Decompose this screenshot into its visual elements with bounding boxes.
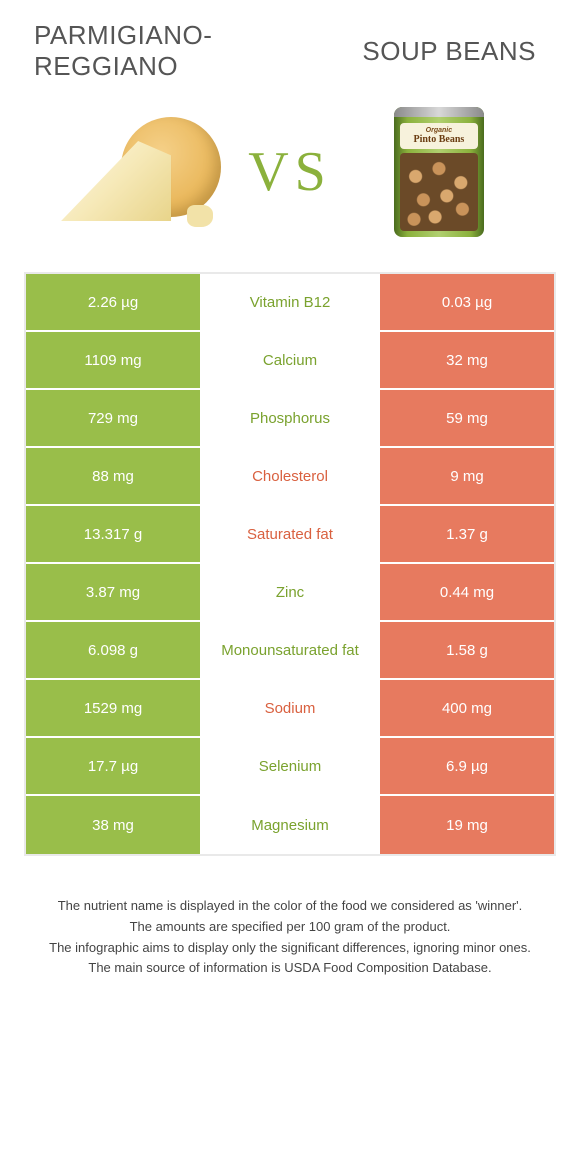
table-row: 1529 mgSodium400 mg [26, 680, 554, 738]
right-value: 19 mg [378, 796, 554, 854]
right-value: 32 mg [378, 332, 554, 388]
right-value: 0.44 mg [378, 564, 554, 620]
left-food-title: PARMIGIANO-REGGIANO [24, 20, 285, 82]
images-row: VS Organic Pinto Beans [24, 102, 556, 242]
right-value: 1.37 g [378, 506, 554, 562]
left-value: 6.098 g [26, 622, 202, 678]
nutrient-name: Saturated fat [202, 506, 378, 562]
table-row: 729 mgPhosphorus59 mg [26, 390, 554, 448]
left-food-image [34, 102, 248, 242]
nutrient-name: Calcium [202, 332, 378, 388]
footnote-line: The amounts are specified per 100 gram o… [34, 917, 546, 938]
left-value: 729 mg [26, 390, 202, 446]
vs-label: VS [248, 140, 332, 204]
right-value: 59 mg [378, 390, 554, 446]
nutrient-name: Sodium [202, 680, 378, 736]
table-row: 38 mgMagnesium19 mg [26, 796, 554, 854]
left-value: 2.26 µg [26, 274, 202, 330]
table-row: 3.87 mgZinc0.44 mg [26, 564, 554, 622]
table-row: 1109 mgCalcium32 mg [26, 332, 554, 390]
left-value: 17.7 µg [26, 738, 202, 794]
table-row: 13.317 gSaturated fat1.37 g [26, 506, 554, 564]
left-value: 13.317 g [26, 506, 202, 562]
bean-can-icon: Organic Pinto Beans [394, 107, 484, 237]
right-value: 1.58 g [378, 622, 554, 678]
nutrient-name: Selenium [202, 738, 378, 794]
can-label-line2: Pinto Beans [402, 134, 476, 145]
right-value: 9 mg [378, 448, 554, 504]
footnote-line: The main source of information is USDA F… [34, 958, 546, 979]
nutrient-name: Monounsaturated fat [202, 622, 378, 678]
nutrient-name: Magnesium [202, 796, 378, 854]
footnotes: The nutrient name is displayed in the co… [24, 896, 556, 979]
nutrient-name: Vitamin B12 [202, 274, 378, 330]
left-value: 88 mg [26, 448, 202, 504]
right-value: 0.03 µg [378, 274, 554, 330]
can-label-line1: Organic [402, 127, 476, 134]
left-value: 38 mg [26, 796, 202, 854]
nutrient-table: 2.26 µgVitamin B120.03 µg1109 mgCalcium3… [24, 272, 556, 856]
left-value: 1529 mg [26, 680, 202, 736]
nutrient-name: Zinc [202, 564, 378, 620]
table-row: 17.7 µgSelenium6.9 µg [26, 738, 554, 796]
table-row: 88 mgCholesterol9 mg [26, 448, 554, 506]
nutrient-name: Cholesterol [202, 448, 378, 504]
left-value: 1109 mg [26, 332, 202, 388]
header: PARMIGIANO-REGGIANO SOUP BEANS [24, 20, 556, 82]
nutrient-name: Phosphorus [202, 390, 378, 446]
right-value: 6.9 µg [378, 738, 554, 794]
footnote-line: The infographic aims to display only the… [34, 938, 546, 959]
infographic-container: PARMIGIANO-REGGIANO SOUP BEANS VS Organi… [0, 0, 580, 1009]
table-row: 2.26 µgVitamin B120.03 µg [26, 274, 554, 332]
left-value: 3.87 mg [26, 564, 202, 620]
table-row: 6.098 gMonounsaturated fat1.58 g [26, 622, 554, 680]
right-food-title: SOUP BEANS [285, 36, 556, 67]
cheese-icon [61, 117, 221, 227]
footnote-line: The nutrient name is displayed in the co… [34, 896, 546, 917]
right-value: 400 mg [378, 680, 554, 736]
right-food-image: Organic Pinto Beans [332, 102, 546, 242]
